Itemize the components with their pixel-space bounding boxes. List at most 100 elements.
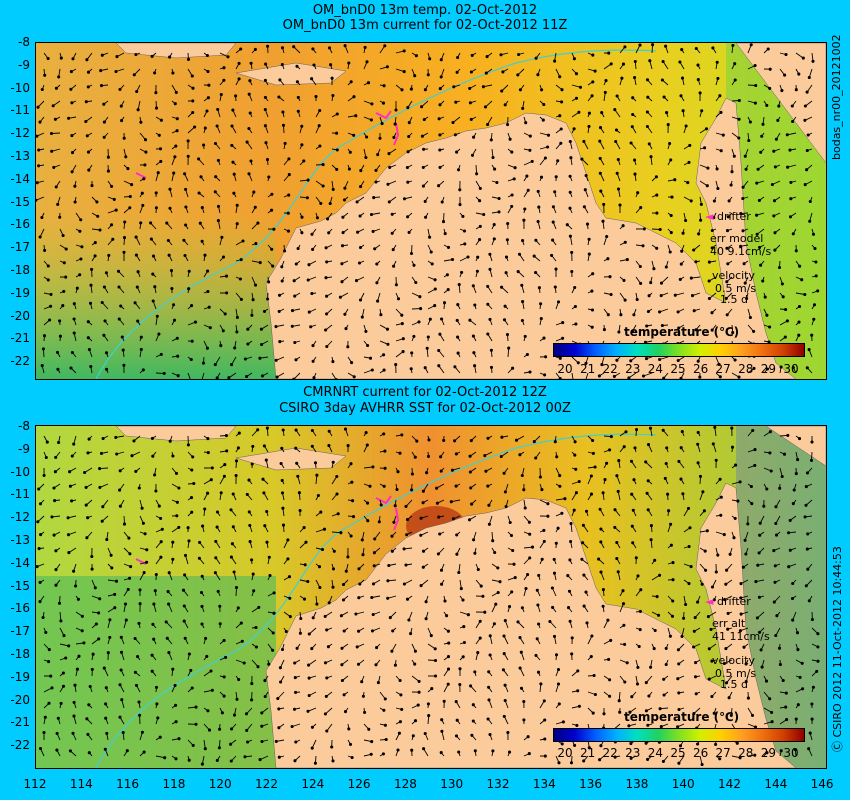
current-arrow-head (441, 220, 446, 224)
current-arrow-head (472, 538, 476, 542)
current-arrow-head (726, 215, 730, 219)
current-arrow-head (122, 236, 127, 240)
current-arrow-head (669, 213, 673, 218)
current-arrow-head (246, 740, 250, 744)
current-arrow-head (692, 309, 696, 313)
current-arrow-head (59, 56, 63, 60)
current-arrow-head (440, 317, 444, 321)
current-arrow-head (661, 428, 665, 432)
current-arrow-head (649, 524, 653, 528)
current-arrow-head (336, 512, 340, 516)
current-arrow-head (668, 250, 672, 254)
current-arrow-head (42, 473, 46, 477)
current-arrow-head (471, 284, 475, 288)
current-arrow-head (616, 157, 620, 162)
current-arrow-head (765, 487, 769, 491)
current-arrow-head (348, 150, 352, 154)
lon-tick-label: 140 (671, 777, 695, 791)
current-arrow-head (101, 505, 105, 509)
current-arrow-head (785, 718, 789, 722)
current-arrow-head (451, 517, 455, 521)
current-arrow-head (294, 428, 298, 432)
current-arrow-head (325, 294, 329, 298)
current-arrow-head (101, 436, 105, 441)
current-arrow-head (223, 463, 227, 467)
current-arrow-head (55, 731, 59, 735)
current-arrow-head (316, 493, 320, 498)
current-arrow-head (280, 46, 285, 50)
current-arrow-head (645, 78, 650, 82)
current-arrow-head (263, 679, 267, 683)
current-arrow-head (486, 122, 490, 127)
current-arrow-head (645, 124, 649, 129)
current-arrow-head (617, 699, 621, 703)
current-arrow-head (454, 100, 458, 104)
current-arrow-head (538, 475, 542, 479)
current-arrow-head (669, 158, 673, 162)
current-arrow-head (407, 618, 411, 622)
current-arrow-head (521, 300, 525, 304)
current-arrow-head (280, 478, 284, 482)
current-arrow-head (247, 172, 251, 176)
current-arrow-head (560, 511, 564, 515)
current-arrow-head (634, 556, 638, 560)
current-arrow-head (655, 246, 659, 250)
current-arrow-head (198, 540, 202, 544)
current-arrow-head (510, 193, 514, 197)
current-arrow-head (194, 722, 198, 726)
current-arrow-head (346, 444, 350, 448)
current-arrow-head (67, 116, 71, 120)
current-arrow-head (495, 180, 499, 185)
current-arrow-head (765, 313, 769, 317)
current-arrow-head (102, 135, 106, 139)
lat-tick-label: -8 (18, 35, 30, 49)
current-arrow-head (730, 170, 734, 174)
colorbar-tick-label: 27 (715, 746, 731, 760)
current-arrow-head (165, 636, 169, 640)
current-arrow-head (107, 253, 111, 257)
current-arrow-head (655, 211, 659, 215)
current-arrow-head (623, 45, 627, 49)
contour-line (95, 433, 657, 768)
current-arrow-head (712, 711, 716, 715)
current-arrow-head (186, 139, 190, 143)
current-arrow-head (446, 655, 451, 659)
current-arrow-head (174, 90, 178, 94)
current-arrow-head (264, 62, 268, 66)
current-arrow-head (136, 655, 140, 659)
current-arrow-head (581, 523, 585, 527)
current-arrow-head (125, 749, 129, 753)
current-arrow-head (359, 185, 363, 189)
current-arrow-head (666, 492, 670, 496)
current-arrow-head (87, 168, 91, 172)
current-arrow-head (267, 555, 271, 559)
current-arrow-head (481, 85, 485, 89)
current-arrow-head (157, 133, 161, 137)
current-arrow-head (765, 751, 769, 755)
lon-tick-label: 118 (162, 777, 186, 791)
current-arrow-head (783, 73, 787, 77)
current-arrow-head (232, 191, 236, 195)
current-arrow-head (619, 313, 623, 317)
colorbar-tick-label: 20 (557, 746, 573, 760)
current-arrow-head (696, 742, 700, 746)
current-arrow-head (483, 454, 487, 458)
current-arrow-head (646, 443, 651, 447)
current-arrow-head (229, 759, 233, 763)
current-arrow-head (377, 520, 381, 524)
current-arrow-head (615, 556, 619, 561)
current-arrow-head (524, 586, 528, 591)
current-arrow-head (295, 461, 299, 465)
current-arrow-head (361, 694, 365, 698)
current-arrow-head (649, 665, 653, 669)
current-arrow-head (400, 322, 404, 326)
current-arrow-head (113, 592, 117, 596)
current-arrow-head (312, 376, 316, 379)
current-arrow-head (272, 611, 276, 615)
current-arrow-head (292, 45, 296, 49)
current-arrow-head (537, 286, 541, 290)
current-arrow-head (36, 181, 39, 185)
current-arrow-head (224, 433, 228, 438)
current-arrow-head (351, 515, 356, 519)
current-arrow-head (54, 549, 58, 553)
